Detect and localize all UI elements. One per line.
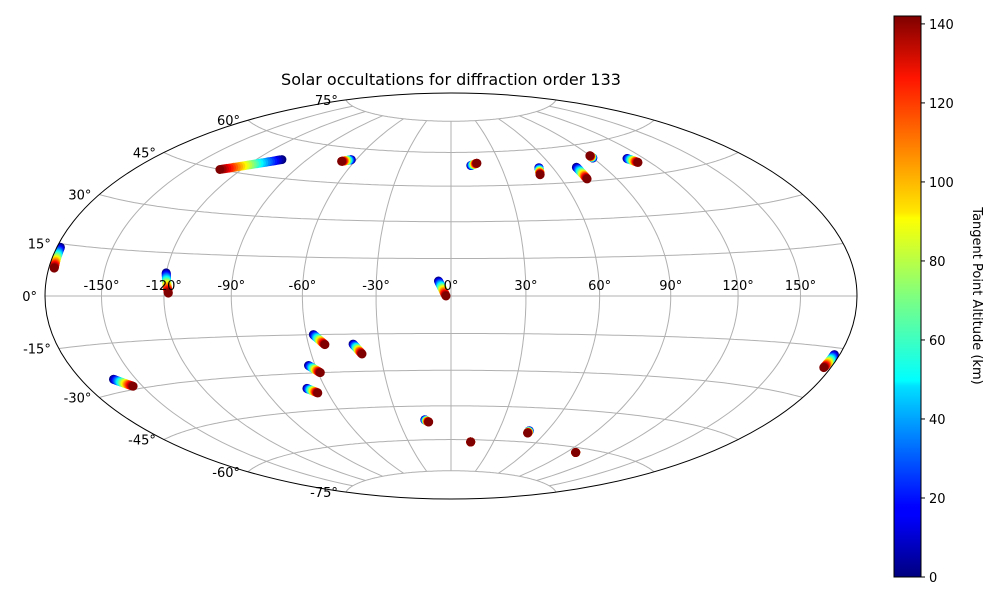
lat-tick-label: 60° — [217, 114, 240, 129]
occultation-point — [49, 263, 59, 273]
lon-tick-label: -60° — [289, 279, 317, 294]
colorbar: 0 20 40 60 80 100 120 140 Tangent Point Altitud… — [893, 15, 984, 586]
meridian-line — [549, 105, 802, 487]
occultation-point — [320, 340, 330, 350]
lon-tick-label: 150° — [785, 279, 816, 294]
lat-tick-label: -60° — [212, 466, 240, 481]
occultation-point — [633, 157, 643, 167]
longitude-tick-labels: -150° -120° -90° -60° -30° 0° 30° 60° 90° 120° 150… — [83, 279, 816, 294]
colorbar-tick-label: 40 — [929, 413, 946, 428]
lat-tick-label: 30° — [68, 189, 91, 204]
occultation-point — [819, 363, 829, 373]
occultation-point — [313, 388, 323, 398]
colorbar-tick-label: 20 — [929, 492, 946, 507]
colorbar-tick-label: 120 — [929, 97, 954, 112]
colorbar-tick-label: 80 — [929, 255, 946, 270]
occultation-point — [315, 368, 325, 378]
meridian-line — [536, 111, 739, 481]
chart-title: Solar occultations for diffraction order… — [281, 70, 621, 89]
occultation-point — [215, 165, 225, 174]
occultation-point — [466, 437, 476, 447]
occultation-point — [441, 291, 451, 301]
lat-tick-label: 0° — [22, 290, 37, 305]
meridian-line — [301, 118, 404, 474]
lat-tick-label: 15° — [28, 237, 51, 252]
colorbar-tick-label: 60 — [929, 334, 946, 349]
latitude-tick-labels: 75° 60° 45° 30° 15° 0° -15° -30° -45° -60° -75° — [22, 94, 338, 501]
lon-tick-label: 90° — [659, 279, 682, 294]
lat-tick-label: -75° — [310, 486, 338, 501]
lon-tick-label: 0° — [444, 279, 459, 294]
meridian-line — [375, 120, 428, 472]
occultation-point — [571, 448, 581, 457]
meridian-line — [474, 120, 527, 472]
occultation-point — [424, 417, 434, 427]
lat-tick-label: -15° — [23, 343, 51, 358]
occultation-point — [472, 158, 482, 168]
data-points — [49, 151, 839, 457]
meridian-line — [519, 115, 672, 477]
colorbar-gradient — [893, 15, 922, 578]
occultation-point — [535, 170, 545, 180]
lat-tick-label: -45° — [128, 434, 156, 449]
occultation-point — [163, 288, 173, 298]
occultation-point — [582, 174, 592, 184]
occultation-point — [357, 349, 367, 359]
graticule — [45, 99, 857, 493]
occultation-point — [128, 381, 138, 391]
colorbar-label: Tangent Point Altitude (km) — [969, 206, 984, 384]
map-boundary — [44, 92, 858, 500]
colorbar-tick-label: 100 — [929, 176, 954, 191]
colorbar-tick-label: 0 — [929, 571, 937, 586]
meridian-line — [498, 118, 601, 474]
occultation-point — [585, 151, 595, 161]
lat-tick-label: 75° — [315, 94, 338, 109]
colorbar-ticks: 0 20 40 60 80 100 120 140 — [921, 18, 954, 586]
occultation-point — [337, 156, 347, 166]
lon-tick-label: -150° — [83, 279, 119, 294]
occultation-point — [523, 428, 533, 438]
colorbar-tick-label: 140 — [929, 18, 954, 33]
meridian-line — [230, 115, 383, 477]
lon-tick-label: 60° — [588, 279, 611, 294]
lon-tick-label: -90° — [217, 279, 245, 294]
lat-tick-label: 45° — [133, 146, 156, 161]
lat-tick-label: -30° — [64, 392, 92, 407]
lon-tick-label: 30° — [514, 279, 537, 294]
lon-tick-label: 120° — [722, 279, 753, 294]
lon-tick-label: -30° — [362, 279, 390, 294]
lon-tick-label: -120° — [146, 279, 182, 294]
meridian-line — [100, 105, 353, 487]
